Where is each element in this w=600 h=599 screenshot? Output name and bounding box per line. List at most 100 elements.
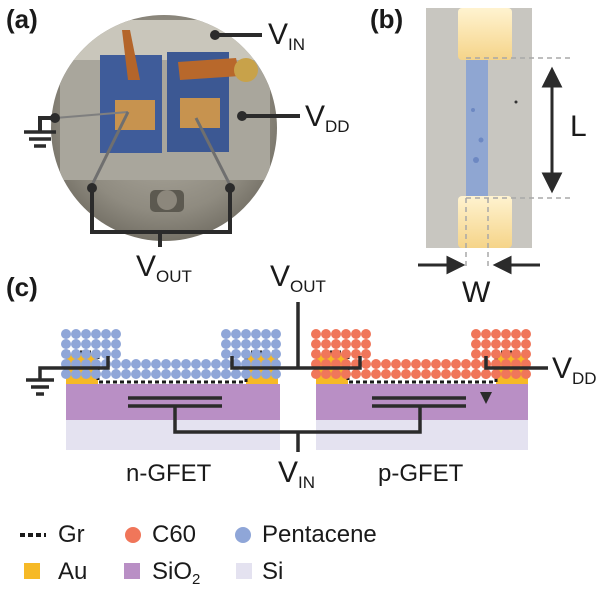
sio2-swatch bbox=[124, 563, 140, 579]
bottom-electrode bbox=[458, 196, 512, 248]
molecule-dot bbox=[361, 329, 371, 339]
ribbon-cable-right bbox=[178, 58, 240, 80]
micrograph bbox=[426, 8, 532, 248]
p-arrow bbox=[480, 392, 492, 404]
molecule-dot bbox=[161, 359, 171, 369]
molecule-dot bbox=[151, 369, 161, 379]
molecule-dot bbox=[501, 339, 511, 349]
molecule-dot bbox=[481, 329, 491, 339]
molecule-dot bbox=[381, 359, 391, 369]
molecule-dot bbox=[241, 339, 251, 349]
molecule-dot bbox=[71, 369, 81, 379]
molecule-dot bbox=[251, 349, 261, 359]
molecule-dot bbox=[341, 339, 351, 349]
molecule-dot bbox=[271, 369, 281, 379]
molecule-dot bbox=[501, 329, 511, 339]
molecule-dot bbox=[81, 339, 91, 349]
molecule-dot bbox=[361, 369, 371, 379]
molecule-dot bbox=[241, 369, 251, 379]
molecule-dot bbox=[61, 369, 71, 379]
molecule-dot bbox=[111, 339, 121, 349]
ribbon-cable-left bbox=[122, 30, 140, 80]
molecule-dot bbox=[111, 359, 121, 369]
channel bbox=[466, 60, 488, 196]
molecule-dot bbox=[471, 369, 481, 379]
legend-sio2-label: SiO2 bbox=[152, 558, 201, 588]
molecule-dot bbox=[171, 359, 181, 369]
molecule-dot bbox=[81, 349, 91, 359]
molecule-dot bbox=[421, 359, 431, 369]
legend-si-label: Si bbox=[262, 558, 284, 585]
molecule-dot bbox=[101, 339, 111, 349]
molecule-dot bbox=[451, 359, 461, 369]
device-photo bbox=[51, 15, 277, 241]
molecule-dot bbox=[481, 339, 491, 349]
molecule-dot bbox=[391, 359, 401, 369]
molecule-dot bbox=[471, 329, 481, 339]
molecule-dot bbox=[471, 349, 481, 359]
molecule-dot bbox=[71, 339, 81, 349]
molecule-dot bbox=[61, 329, 71, 339]
molecule-dot bbox=[411, 369, 421, 379]
molecule-dot bbox=[401, 359, 411, 369]
vin-label-a: VIN bbox=[268, 18, 306, 54]
molecule-dot bbox=[311, 369, 321, 379]
dimension-guides bbox=[465, 57, 574, 270]
vdd-wire bbox=[484, 356, 548, 370]
molecule-dot bbox=[131, 359, 141, 369]
molecule-dot bbox=[471, 359, 481, 369]
molecule-dot bbox=[491, 339, 501, 349]
molecule-dot bbox=[511, 339, 521, 349]
vin-label-c: VIN bbox=[278, 456, 316, 492]
molecule-dot bbox=[521, 349, 531, 359]
molecule-dot bbox=[341, 329, 351, 339]
molecule-dot bbox=[371, 369, 381, 379]
molecule-dot bbox=[271, 329, 281, 339]
molecule-dot bbox=[351, 339, 361, 349]
molecule-dot bbox=[501, 349, 511, 359]
vout-link bbox=[230, 356, 362, 370]
molecule-dot bbox=[361, 339, 371, 349]
molecule-dot bbox=[251, 339, 261, 349]
molecule-dot bbox=[491, 329, 501, 339]
molecule-dot bbox=[211, 359, 221, 369]
molecule-dot bbox=[481, 349, 491, 359]
top-electrode bbox=[458, 8, 512, 60]
molecule-dot bbox=[81, 329, 91, 339]
legend-c60-label: C60 bbox=[152, 521, 197, 548]
c60-swatch bbox=[125, 527, 141, 543]
molecule-dot bbox=[321, 369, 331, 379]
molecule-dot bbox=[331, 329, 341, 339]
panel-a-wires bbox=[38, 33, 300, 247]
molecule-dot bbox=[341, 349, 351, 359]
vout-label-a: VOUT bbox=[136, 250, 192, 286]
molecule-dot bbox=[331, 369, 341, 379]
molecule-dot bbox=[451, 369, 461, 379]
molecule-dot bbox=[221, 339, 231, 349]
molecule-dot bbox=[521, 369, 531, 379]
si-swatch bbox=[236, 563, 252, 579]
probe-right bbox=[194, 117, 232, 186]
molecule-dot bbox=[491, 349, 501, 359]
molecule-dot bbox=[241, 349, 251, 359]
molecule-dot bbox=[251, 369, 261, 379]
molecule-dot bbox=[221, 359, 231, 369]
ground-symbol-a bbox=[24, 130, 56, 148]
molecule-dot bbox=[241, 329, 251, 339]
graphene-n bbox=[66, 350, 278, 384]
legend-swatches bbox=[20, 527, 252, 579]
molecule-dot bbox=[341, 369, 351, 379]
molecule-dot bbox=[181, 359, 191, 369]
molecule-dot bbox=[231, 369, 241, 379]
molecule-dot bbox=[521, 329, 531, 339]
legend-gr-label: Gr bbox=[58, 521, 85, 548]
molecule-dot bbox=[141, 369, 151, 379]
sio2-layer-p bbox=[316, 384, 528, 420]
c60-dots bbox=[311, 329, 531, 379]
molecule-dot bbox=[221, 369, 231, 379]
ground-wire-c bbox=[38, 356, 110, 380]
molecule-dot bbox=[441, 359, 451, 369]
molecule-dot bbox=[381, 369, 391, 379]
vdd-label-a: VDD bbox=[305, 100, 350, 136]
molecule-dot bbox=[471, 339, 481, 349]
